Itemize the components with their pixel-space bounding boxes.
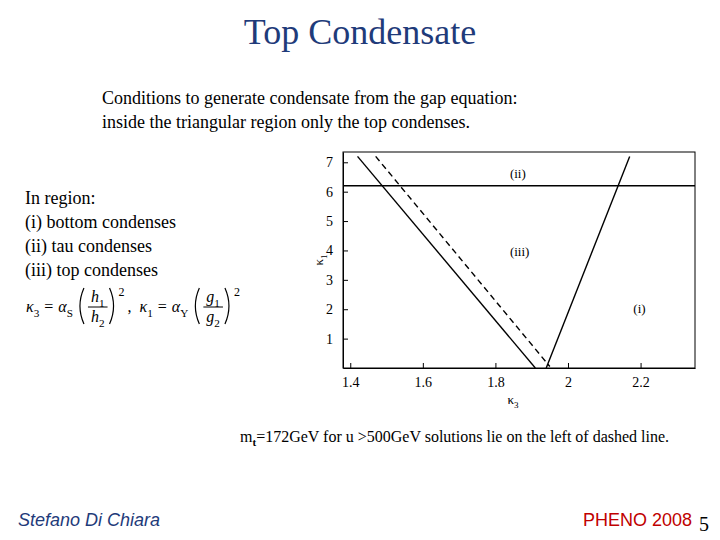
tick-mark: [350, 363, 351, 368]
tick-label: 2: [565, 375, 572, 390]
tick: 7: [326, 155, 348, 170]
formula-sep: ,: [128, 298, 132, 315]
tick-label: 3: [326, 273, 333, 288]
formula-coef: αS: [58, 298, 73, 319]
formula-den: g2: [206, 308, 220, 329]
region-line: (i) bottom condenses: [25, 212, 176, 233]
tick: 5: [326, 214, 348, 229]
intro-line: inside the triangular region only the to…: [102, 112, 470, 132]
formula-exp: 2: [119, 285, 125, 299]
tick-mark: [568, 363, 569, 368]
formula-exp: 2: [234, 285, 240, 299]
series-line: [343, 185, 695, 186]
region-line: In region:: [25, 188, 95, 208]
tick-mark: [423, 363, 424, 368]
tick-mark: [343, 309, 348, 310]
formula-num: h1: [91, 288, 105, 309]
series-line: [546, 156, 629, 368]
formula-num: g1: [206, 288, 220, 309]
paren: [195, 288, 199, 324]
x-axis: 1.4 1.6 1.8 2 2.2: [342, 363, 695, 390]
tick: 2: [565, 363, 572, 390]
tick-label: 5: [326, 214, 333, 229]
paren: [80, 288, 84, 324]
paren: [225, 288, 229, 324]
page-number: 5: [699, 513, 709, 535]
title: Top Condensate: [244, 12, 476, 52]
plot-frame: [343, 152, 695, 368]
tick-mark: [641, 363, 642, 368]
tick-label: 2: [326, 302, 333, 317]
tick: 1.6: [415, 363, 433, 390]
tick-mark: [495, 363, 496, 368]
region-line: (ii) tau condenses: [25, 236, 152, 257]
tick: 2.2: [632, 363, 650, 390]
formula-coef: αY: [172, 298, 189, 319]
region-label: (iii): [510, 244, 530, 259]
formula-rel: =: [44, 298, 53, 315]
formula-lhs: κ1: [140, 298, 153, 319]
x-axis-line: [344, 368, 696, 369]
tick-mark: [343, 162, 348, 163]
tick-label: 6: [326, 185, 333, 200]
tick-label: 1.4: [342, 375, 360, 390]
series-line: [358, 156, 536, 368]
paren: [110, 288, 114, 324]
formula-rel: =: [158, 298, 167, 315]
fraction-bar: [88, 307, 108, 308]
region-label: (ii): [510, 166, 526, 181]
x-axis-title: κ3: [507, 392, 519, 410]
tick-label: 2.2: [632, 375, 650, 390]
lines: [343, 156, 695, 368]
tick-mark: [343, 192, 348, 193]
event: PHENO 2008: [583, 510, 692, 530]
series-line: [376, 156, 550, 366]
tick-label: 1: [326, 332, 333, 347]
y-axis-line: [343, 153, 344, 369]
tick: 4: [326, 243, 348, 258]
tick: 1.8: [487, 363, 505, 390]
note: mt=172GeV for u >500GeV solutions lie on…: [240, 428, 669, 448]
formula-den: h2: [91, 308, 105, 329]
tick: 1.4: [342, 363, 360, 390]
tick-mark: [343, 339, 348, 340]
chart: 1.4 1.6 1.8 2 2.2 1 2 3 4 5 6 7 κ3 κ1 (ii) (iii) (i): [311, 152, 696, 410]
tick-mark: [343, 250, 348, 251]
tick: 1: [326, 332, 348, 347]
tick-label: 7: [326, 155, 333, 170]
intro-line: Conditions to generate condensate from t…: [102, 88, 517, 108]
tick-mark: [343, 280, 348, 281]
region-label: (i): [633, 301, 645, 316]
formula-lhs: κ3: [26, 298, 40, 319]
fraction-bar: [203, 307, 223, 308]
tick-label: 1.6: [415, 375, 433, 390]
tick-mark: [343, 221, 348, 222]
formula: κ3=αSh1h22,κ1=αYg1g22: [26, 285, 240, 329]
region-line: (iii) top condenses: [25, 260, 158, 281]
tick-label: 1.8: [487, 375, 505, 390]
tick: 2: [326, 302, 348, 317]
author: Stefano Di Chiara: [18, 510, 160, 530]
y-axis: 1 2 3 4 5 6 7: [326, 153, 348, 369]
tick: 6: [326, 185, 348, 200]
tick: 3: [326, 273, 348, 288]
slide: Top Condensate Conditions to generate con…: [0, 0, 720, 540]
y-axis-title: κ1: [311, 254, 329, 265]
